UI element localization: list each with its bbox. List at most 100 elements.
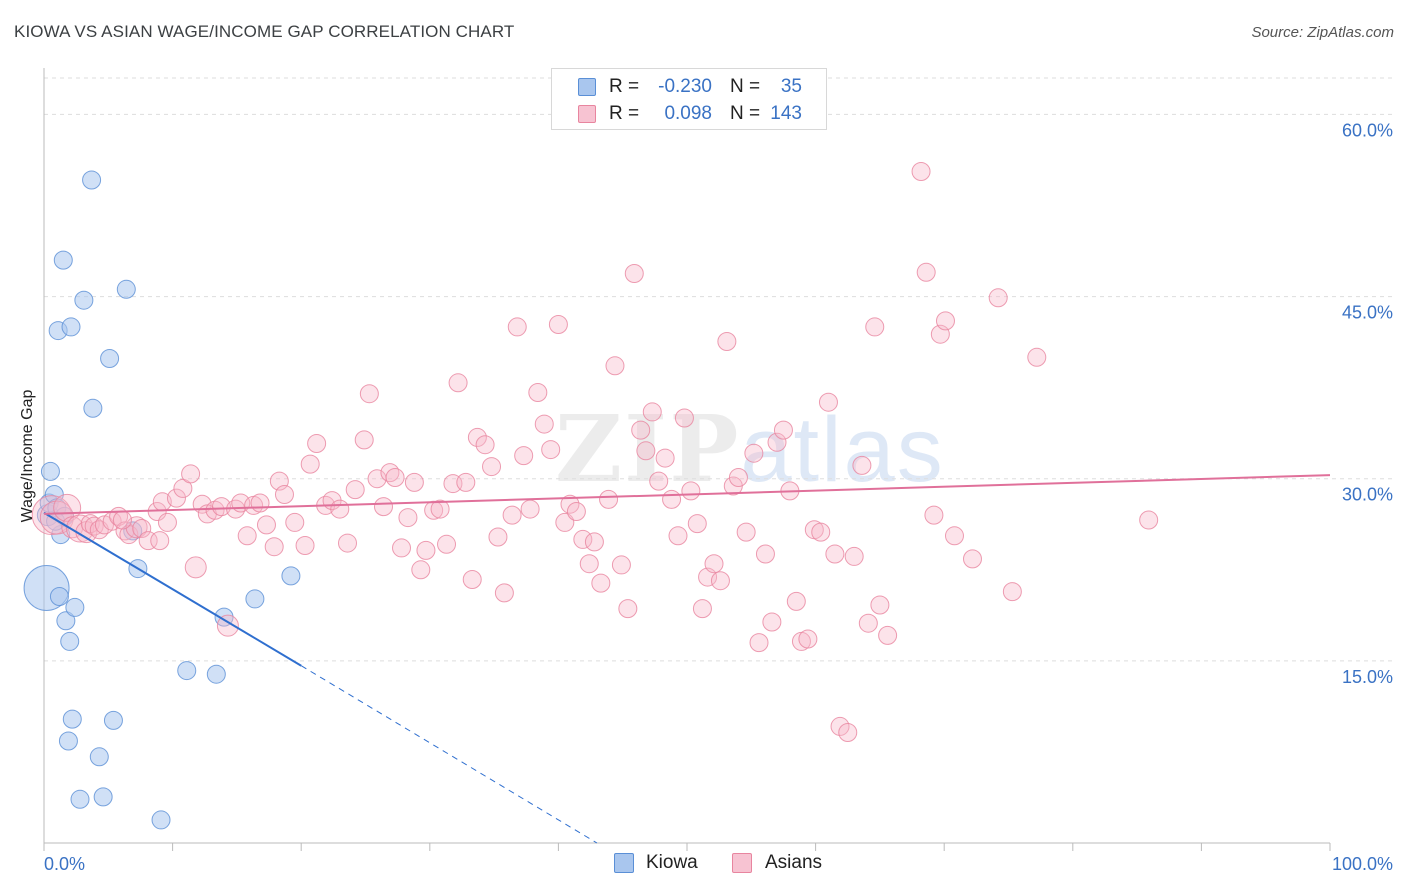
- asian-point: [392, 538, 412, 558]
- asian-point: [385, 468, 405, 487]
- asian-point: [642, 402, 662, 422]
- asian-point: [520, 499, 540, 519]
- asian-point: [548, 315, 568, 334]
- kiowa-point: [83, 398, 103, 418]
- x-tick-label: 0.0%: [44, 854, 85, 874]
- asian-point: [818, 392, 838, 412]
- asian-point: [138, 531, 158, 551]
- asian-point: [618, 599, 638, 619]
- stats-legend: R = -0.230 N = 35 R = 0.098 N = 143: [551, 68, 827, 130]
- bottom-kiowa-swatch: [614, 853, 634, 873]
- asian-point: [773, 420, 793, 440]
- asian-point: [507, 317, 527, 337]
- asian-point: [250, 493, 270, 513]
- asians-n-label: N =: [730, 103, 761, 124]
- asian-point: [916, 262, 936, 282]
- asian-point: [728, 468, 748, 487]
- kiowa-swatch: [578, 78, 596, 96]
- kiowa-point: [93, 787, 113, 807]
- asian-point: [579, 554, 599, 574]
- kiowa-point: [151, 810, 171, 830]
- kiowa-point: [89, 747, 109, 767]
- asian-point: [482, 457, 502, 477]
- kiowa-point: [65, 597, 85, 617]
- asian-point: [184, 556, 207, 579]
- axes: [43, 68, 1331, 851]
- asian-point: [166, 488, 186, 508]
- asian-point: [762, 612, 782, 632]
- asian-point: [878, 625, 898, 645]
- asian-point: [205, 500, 225, 520]
- asian-point: [687, 514, 707, 534]
- asian-point: [300, 454, 320, 474]
- asian-point: [798, 629, 818, 649]
- asian-point: [858, 613, 878, 633]
- asian-point: [330, 499, 350, 519]
- asian-point: [599, 489, 619, 509]
- asian-point: [767, 432, 787, 452]
- asian-point: [830, 716, 850, 736]
- asian-point: [337, 533, 357, 553]
- asian-point: [456, 472, 476, 492]
- asian-point: [924, 505, 944, 525]
- bottom-asians-swatch: [732, 853, 752, 873]
- asian-point: [274, 485, 294, 504]
- asian-point: [211, 497, 231, 517]
- asian-point: [736, 522, 756, 542]
- asian-point: [411, 560, 431, 580]
- asian-point: [354, 430, 374, 450]
- asian-point: [1139, 510, 1159, 530]
- asian-point: [631, 420, 651, 440]
- kiowa-point: [62, 709, 82, 729]
- kiowa-point: [61, 317, 81, 337]
- asian-point: [674, 408, 694, 428]
- asian-point: [844, 546, 864, 566]
- asians-trend-line: [43, 474, 1331, 515]
- asian-point: [704, 554, 724, 574]
- asian-point: [307, 434, 327, 453]
- asian-point: [430, 499, 450, 519]
- kiowa-point: [74, 290, 94, 310]
- source-label: Source: ZipAtlas.com: [1251, 24, 1394, 41]
- asian-point: [988, 288, 1008, 308]
- kiowa-point: [53, 250, 73, 270]
- kiowa-point: [177, 661, 197, 681]
- asian-point: [112, 510, 132, 530]
- kiowa-trend-line: [43, 511, 302, 667]
- asian-point: [256, 515, 276, 535]
- asian-point: [749, 633, 769, 653]
- asian-point: [173, 478, 193, 498]
- asian-point: [944, 526, 964, 546]
- asians-swatch: [578, 105, 596, 123]
- asian-point: [717, 332, 737, 351]
- watermark: ZIPatlas: [555, 395, 945, 503]
- asian-point: [566, 502, 586, 521]
- data-points: [23, 162, 1159, 830]
- asian-point: [636, 441, 656, 461]
- kiowa-r-value: -0.230: [658, 76, 712, 97]
- y-tick-label: 60.0%: [1342, 120, 1393, 140]
- asian-point: [494, 583, 514, 603]
- legend-row-kiowa: R = -0.230 N = 35: [552, 73, 826, 99]
- kiowa-point: [49, 587, 69, 606]
- asian-point: [573, 529, 593, 549]
- kiowa-n-value: 35: [780, 76, 802, 97]
- asian-point: [755, 544, 775, 564]
- legend-row-asians: R = 0.098 N = 143: [552, 100, 826, 126]
- kiowa-point: [116, 279, 136, 299]
- asian-point: [502, 505, 522, 525]
- kiowa-point: [100, 349, 120, 368]
- asian-point: [560, 494, 580, 514]
- asian-point: [649, 471, 669, 491]
- tick-labels: 15.0% 30.0% 45.0% 60.0% 0.0% 100.0%: [44, 120, 1393, 874]
- kiowa-point: [281, 566, 301, 586]
- asian-point: [53, 493, 82, 522]
- asian-point: [448, 373, 468, 393]
- asian-point: [264, 537, 284, 557]
- asian-point: [865, 317, 885, 337]
- asian-point: [437, 534, 457, 554]
- asian-point: [1027, 347, 1047, 367]
- asian-point: [84, 516, 104, 536]
- asian-point: [852, 455, 872, 475]
